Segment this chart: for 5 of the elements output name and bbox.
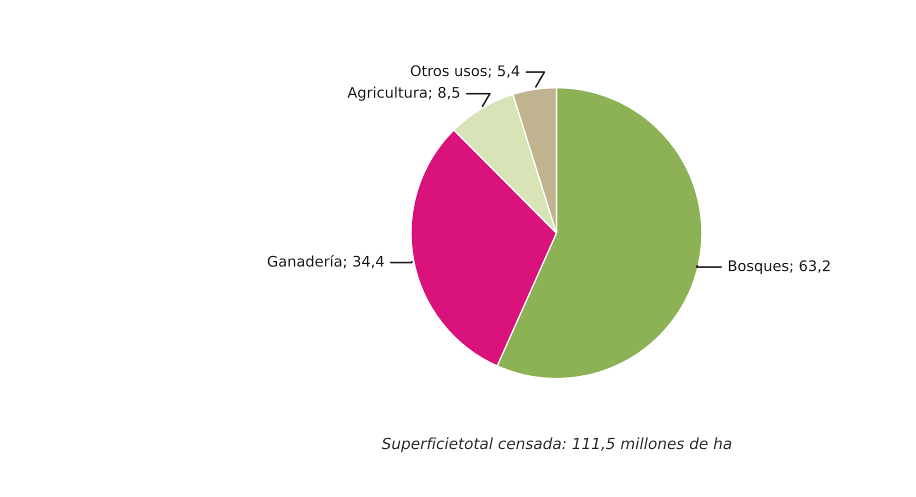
slice-label: Ganadería; 34,4 bbox=[268, 254, 384, 268]
slice-label: Otros usos; 5,4 bbox=[410, 65, 520, 78]
slice-label: Bosques; 63,2 bbox=[728, 260, 830, 274]
text: Superficietotal censada: 111,5 millones de ha bbox=[382, 437, 732, 452]
slice-label: Agricultura; 8,5 bbox=[347, 86, 460, 101]
